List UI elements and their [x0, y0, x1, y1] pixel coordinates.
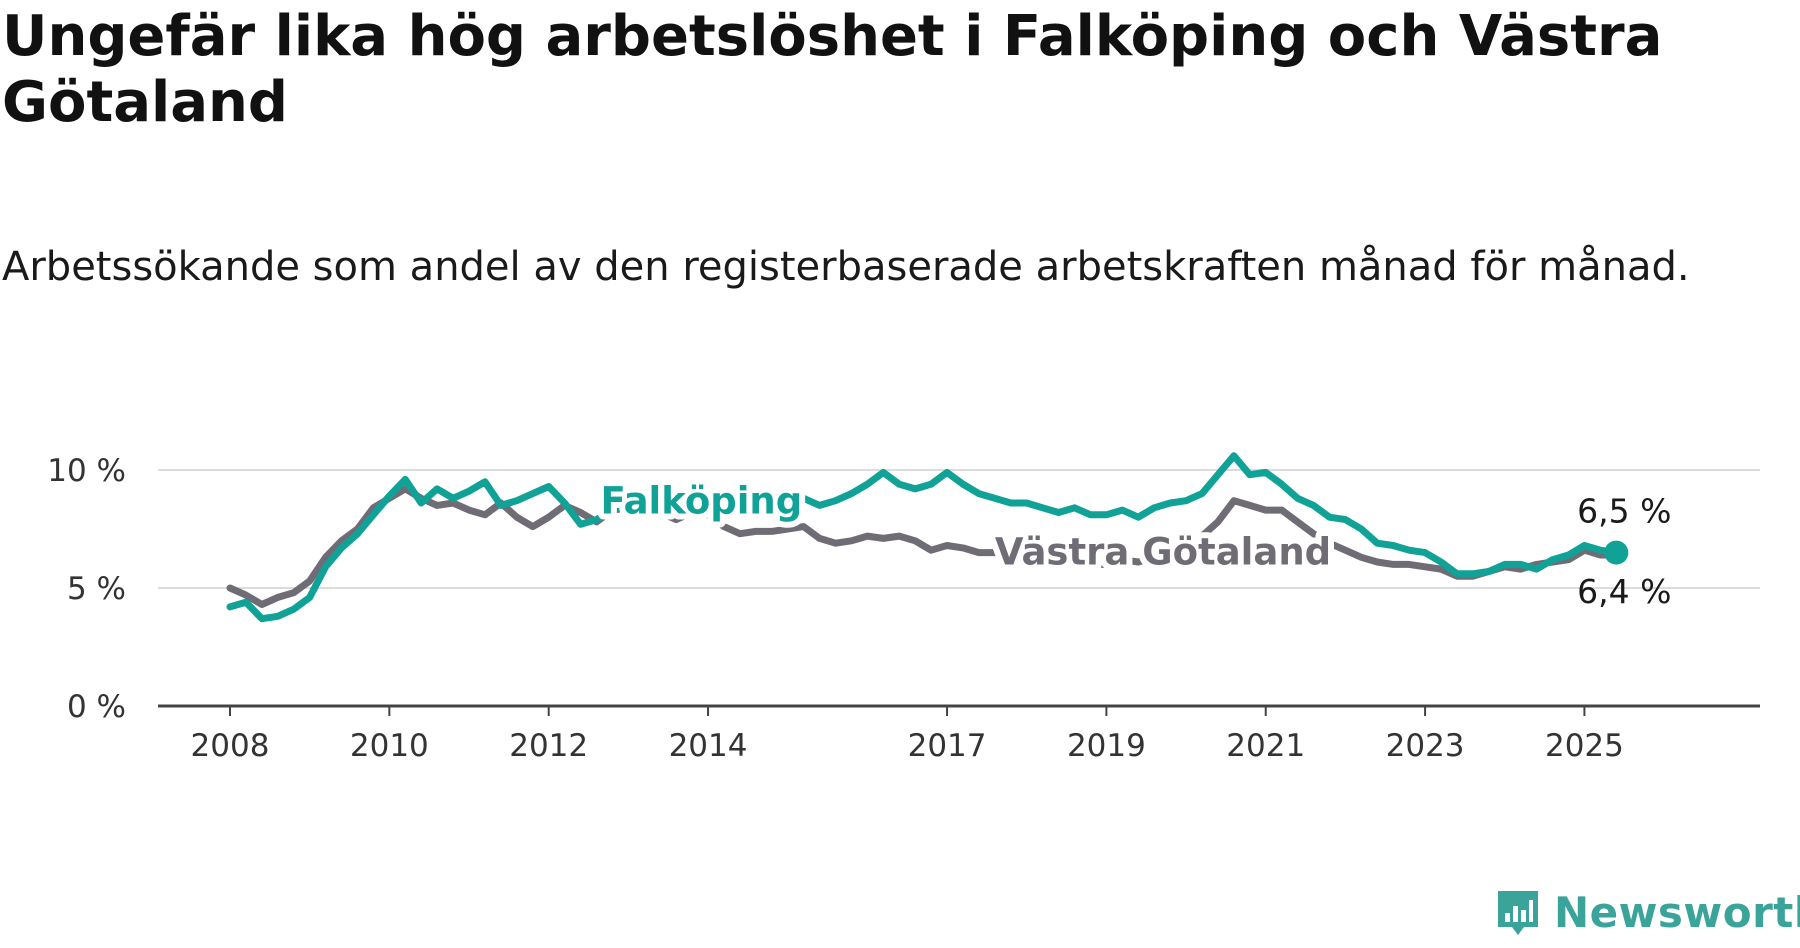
- x-tick-label: 2017: [908, 728, 987, 764]
- x-tick-label: 2025: [1545, 728, 1624, 764]
- grid-lines: [158, 469, 1760, 589]
- x-tick-label: 2019: [1067, 728, 1146, 764]
- brand-name: Newsworthy: [1554, 888, 1800, 937]
- y-tick-label: 5 %: [67, 571, 126, 607]
- end-value-label-vastra-gotaland: 6,4 %: [1577, 572, 1671, 611]
- x-tick-label: 2012: [509, 728, 588, 764]
- series-line-0: [226, 485, 1620, 608]
- y-axis-ticks: 0 % 5 % 10 %: [47, 453, 126, 725]
- series-line-1: [226, 452, 1620, 623]
- x-tick-label: 2014: [669, 728, 748, 764]
- x-tick-label: 2010: [350, 728, 429, 764]
- series-label-falkoping: Falköping: [600, 480, 802, 523]
- end-value-label-falkoping: 6,5 %: [1577, 492, 1671, 531]
- series-labels: Falköping Västra Götaland 6,5 % 6,4 %: [594, 474, 1671, 611]
- y-tick-label: 10 %: [47, 453, 126, 489]
- newsworthy-brand: Newsworthy: [1494, 888, 1800, 937]
- x-tick-label: 2008: [191, 728, 270, 764]
- x-tick-label: 2021: [1226, 728, 1305, 764]
- x-tick-label: 2023: [1386, 728, 1465, 764]
- series-lines: [226, 452, 1629, 623]
- chart-title: Ungefär lika hög arbetslöshet i Falköpin…: [2, 4, 1663, 135]
- y-tick-label: 0 %: [67, 689, 126, 725]
- chart-subtitle: Arbetssökande som andel av den registerb…: [2, 244, 1690, 290]
- series-label-vastra-gotaland: Västra Götaland: [995, 530, 1331, 573]
- newsworthy-logo-icon: [1498, 890, 1538, 935]
- x-axis-ticks: 2008 2010 2012 2014 2017 2019 2021 2023 2025: [191, 706, 1624, 764]
- series-end-marker: [1604, 540, 1629, 565]
